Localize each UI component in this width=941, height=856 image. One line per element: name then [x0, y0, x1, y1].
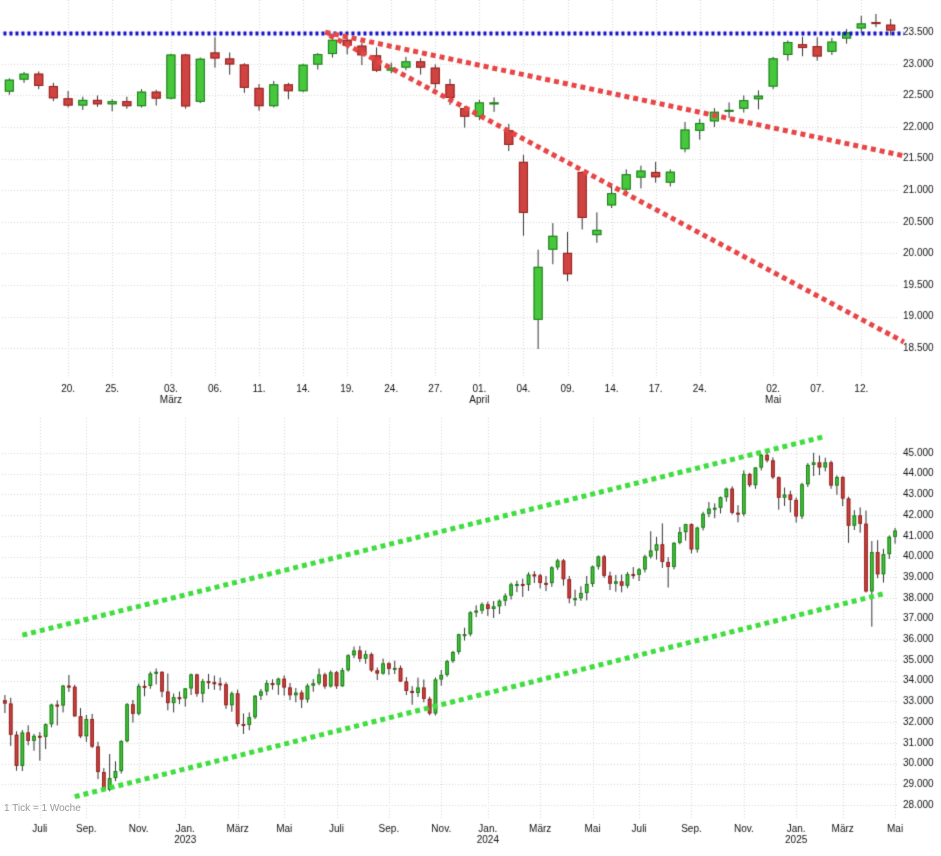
weekly-candlestick-canvas — [0, 414, 941, 856]
daily-candlestick-canvas — [0, 0, 941, 414]
tick-interval-note: 1 Tick = 1 Woche — [4, 803, 81, 814]
daily-chart — [0, 0, 941, 414]
weekly-chart: 1 Tick = 1 Woche — [0, 414, 941, 856]
